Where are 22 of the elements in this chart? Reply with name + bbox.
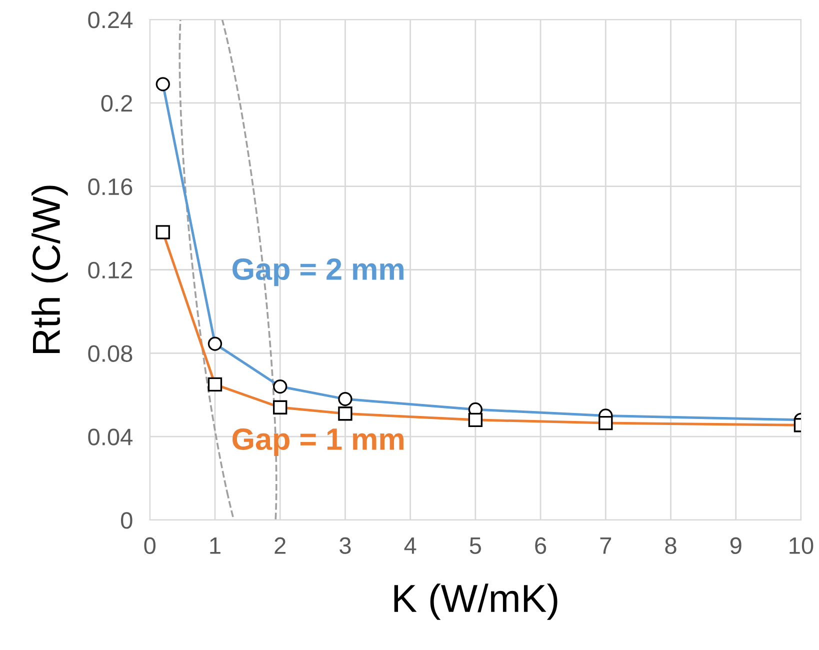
x-tick-label: 2 xyxy=(274,537,286,554)
x-tick-label: 0 xyxy=(144,537,156,554)
y-tick-label: 0.12 xyxy=(88,262,132,279)
y-tick-label: 0 xyxy=(121,512,132,529)
y-axis-title: Rth (C/W) xyxy=(32,186,68,353)
x-tick-label: 4 xyxy=(404,538,416,554)
y-tick-label: 0.08 xyxy=(88,345,132,362)
series-label: Gap = 1 mm xyxy=(232,428,404,456)
x-tick-label: 3 xyxy=(340,537,351,554)
x-tick-label: 9 xyxy=(730,537,742,554)
x-tick-label: 5 xyxy=(470,538,482,554)
x-axis-title: K (W/mK) xyxy=(394,584,558,620)
y-tick-label: 0.04 xyxy=(88,428,133,446)
x-tick-label: 7 xyxy=(600,538,612,554)
y-tick-label: 0.16 xyxy=(88,178,132,196)
x-tick-label: 6 xyxy=(535,537,546,554)
x-tick-label: 1 xyxy=(210,538,220,554)
y-tick-label: 0.2 xyxy=(101,94,132,112)
x-tick-label: 8 xyxy=(665,537,676,554)
y-tick-label: 0.24 xyxy=(88,12,133,28)
x-tick-label: 10 xyxy=(790,537,814,554)
series-label: Gap = 2 mm xyxy=(232,258,404,286)
